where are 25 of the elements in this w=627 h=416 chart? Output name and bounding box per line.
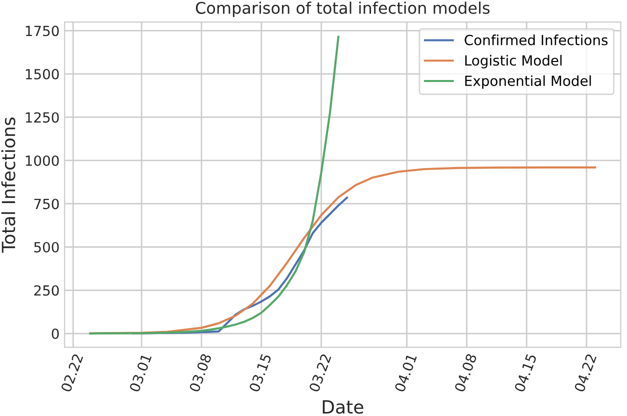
x-tick-label: 02.22 [60,354,84,392]
legend-label: Confirmed Infections [464,34,608,46]
line-series [89,36,340,335]
x-tick-label: 04.15 [514,353,537,392]
x-tick-label: 03.15 [248,353,272,392]
legend-label: Exponential Model [465,75,591,89]
y-tick-label: 500 [34,242,59,252]
x-tick-label: 03.22 [308,354,332,392]
legend-label: Logistic Model [465,54,562,68]
x-tick-label: 04.22 [574,354,597,392]
x-tick-label: 04.01 [394,354,417,392]
x-tick-label: 04.08 [454,353,477,392]
line-series [132,196,348,334]
x-tick-label: 03.08 [188,353,212,392]
y-tick-label: 1500 [26,68,59,80]
y-tick-label: 1750 [26,26,59,36]
y-tick-label: 0 [52,328,59,339]
x-axis-title: Date [322,400,364,414]
y-axis-title: Total Infections [1,118,16,253]
y-tick-label: 1250 [26,112,59,123]
chart-title: Comparison of total infection models [196,2,490,18]
y-tick-label: 1000 [26,155,59,166]
y-tick-label: 250 [34,285,59,296]
y-tick-label: 750 [34,198,59,210]
x-tick-label: 03.01 [129,354,152,392]
